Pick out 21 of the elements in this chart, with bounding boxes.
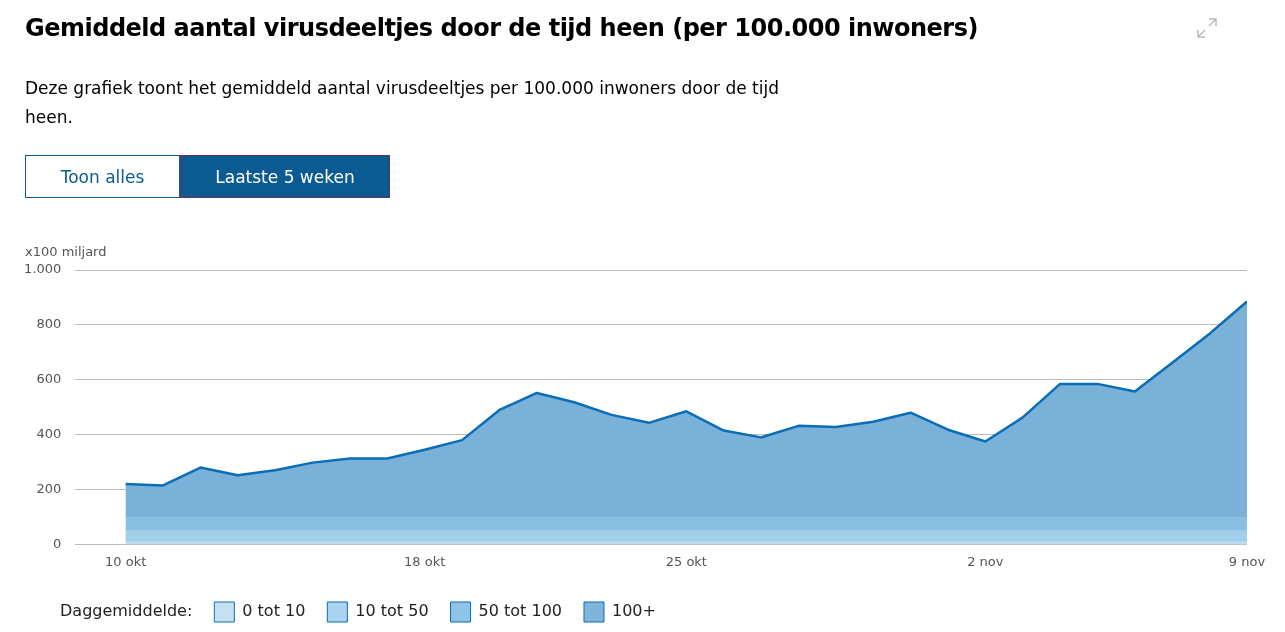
y-tick-label: 0 [52,535,62,551]
x-tick-label: 2 nov [967,553,1004,569]
y-tick-label: 200 [36,480,62,496]
x-tick-label: 10 okt [105,553,147,569]
y-tick-label: 1.000 [24,261,62,277]
y-tick-label: 600 [36,371,62,387]
chart-title: Gemiddeld aantal virusdeeltjes door de tijd heen (per 100.000 inwoners) [25,14,978,42]
chart-subtitle: Deze grafiek toont het gemiddeld aantal virusdeeltjes per 100.000 inwoners door de tijd heen. [25,77,780,129]
y-tick-label: 800 [36,316,62,332]
legend-label: 50 tot 100 [478,601,562,621]
text: Laatste 5 weken [180,155,390,198]
legend-label: 0 tot 10 [242,601,306,621]
text: Toon alles [25,155,180,198]
y-tick-label: 400 [36,426,62,442]
legend-label: 10 tot 50 [355,601,429,621]
x-tick-label: 25 okt [665,553,707,569]
x-tick-label: 9 nov [1228,553,1266,569]
y-axis-title: x100 miljard [25,244,107,260]
legend-title: Daggemiddelde: [60,601,193,621]
legend-label: 100+ [611,601,656,621]
x-tick-label: 18 okt [404,553,446,569]
